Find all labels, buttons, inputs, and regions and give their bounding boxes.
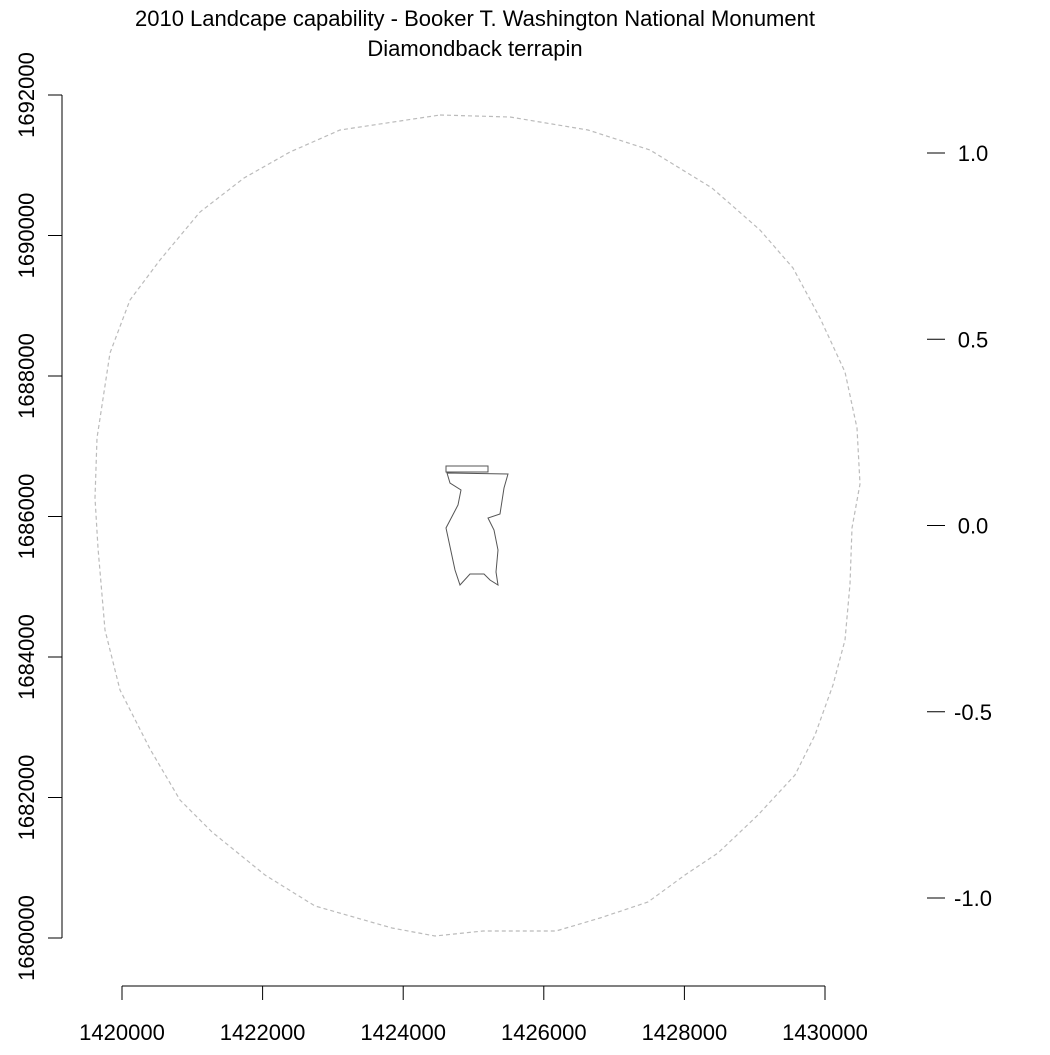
y-tick-label: 1684000 [14, 614, 39, 700]
boundary-parcel-north [445, 465, 489, 473]
map-title-line2: Diamondback terrapin [367, 36, 582, 61]
x-tick-label: 1426000 [501, 1020, 587, 1045]
x-tick-label: 1422000 [220, 1020, 306, 1045]
y-tick-label: 1688000 [14, 333, 39, 419]
legend-tick-label: 0.0 [958, 514, 989, 539]
x-axis: 1420000 1422000 1424000 1426000 1428000 14300… [79, 985, 868, 1045]
y-tick-label: 1680000 [14, 895, 39, 981]
map-title-line1: 2010 Landcape capability - Booker T. Was… [135, 6, 815, 31]
boundary-parcel-main [445, 472, 509, 587]
x-tick-label: 1420000 [79, 1020, 165, 1045]
y-axis: 1680000 1682000 1684000 1686000 1688000 16900… [14, 52, 63, 981]
y-tick-label: 1692000 [14, 52, 39, 138]
buffer-circle [94, 114, 861, 937]
y-tick-label: 1690000 [14, 193, 39, 279]
monument-boundary [445, 465, 509, 587]
legend-scale: 1.0 0.5 0.0 -0.5 -1.0 [927, 141, 992, 911]
x-tick-label: 1424000 [360, 1020, 446, 1045]
y-tick-label: 1682000 [14, 755, 39, 841]
x-tick-label: 1430000 [782, 1020, 868, 1045]
x-tick-label: 1428000 [642, 1020, 728, 1045]
y-tick-label: 1686000 [14, 474, 39, 560]
legend-tick-label: -0.5 [954, 700, 992, 725]
legend-tick-label: -1.0 [954, 886, 992, 911]
legend-tick-label: 0.5 [958, 327, 989, 352]
legend-tick-label: 1.0 [958, 141, 989, 166]
